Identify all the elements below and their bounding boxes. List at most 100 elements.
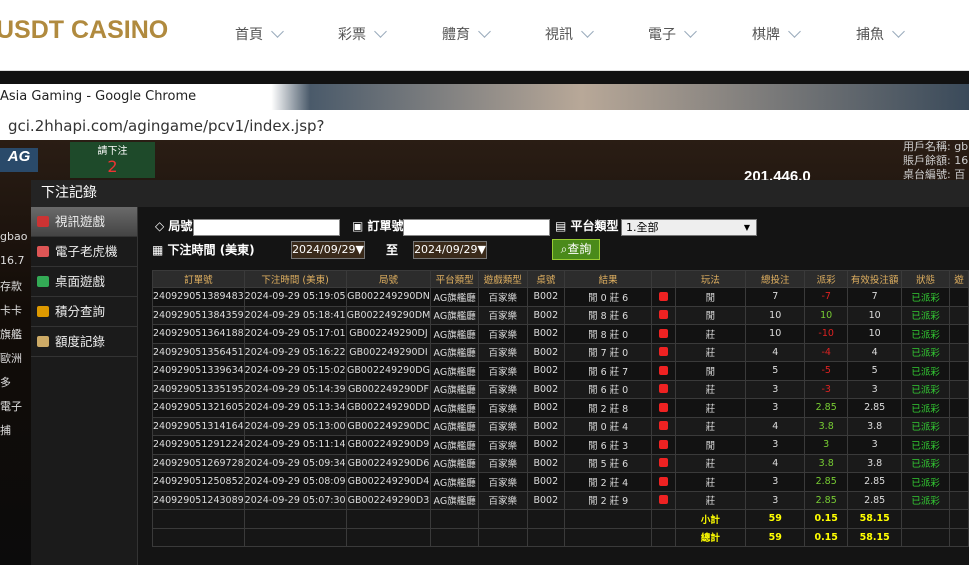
date-to[interactable]: 2024/09/29▼: [413, 241, 487, 259]
replay-cell: [651, 342, 676, 362]
chevron: [581, 25, 594, 38]
replay-icon[interactable]: [658, 439, 668, 449]
cell: [948, 398, 969, 418]
replay-icon[interactable]: [658, 476, 668, 486]
date-from[interactable]: 2024/09/29▼: [291, 241, 365, 259]
header-cell: [651, 270, 676, 288]
cell: [651, 527, 676, 547]
replay-cell: [651, 490, 676, 510]
cell: 已派彩: [901, 490, 950, 510]
cell: [948, 324, 969, 344]
cell: 240929051291224: [152, 435, 245, 455]
cell: 10: [847, 324, 903, 344]
query-button[interactable]: ⌕查詢: [552, 239, 600, 260]
summary-value: 59: [745, 527, 806, 547]
sidebar-item[interactable]: 電子老虎機: [31, 237, 137, 267]
cell: 3: [847, 435, 903, 455]
cell: 百家樂: [477, 379, 528, 399]
cell: 2.85: [847, 472, 903, 492]
cell: 閒 5 莊 6: [564, 453, 653, 473]
nav-item[interactable]: 捕魚: [856, 24, 905, 44]
cell: B002: [526, 453, 566, 473]
summary-label: 小計: [674, 509, 747, 529]
nav-item[interactable]: 體育: [442, 24, 491, 44]
cell: 莊: [674, 472, 747, 492]
cell: 240929051389483: [152, 287, 245, 307]
nav-item[interactable]: 視訊: [545, 24, 594, 44]
cell: -10: [804, 324, 849, 344]
cell: B002: [526, 361, 566, 381]
replay-icon[interactable]: [658, 365, 668, 375]
cell: AG旗艦廳: [430, 361, 479, 381]
side-label: 捕: [0, 424, 11, 437]
cell: 已派彩: [901, 435, 950, 455]
cell: 2024-09-29 05:16:22: [243, 342, 347, 362]
sidebar-item[interactable]: 桌面遊戲: [31, 267, 137, 297]
cell: 2024-09-29 05:13:34: [243, 398, 347, 418]
cell: [152, 527, 245, 547]
replay-icon[interactable]: [658, 384, 668, 394]
round-label: ◇ 局號: [155, 219, 193, 233]
cell: 莊: [674, 398, 747, 418]
replay-icon[interactable]: [658, 495, 668, 505]
cell: [477, 509, 528, 529]
nav-item[interactable]: 棋牌: [752, 24, 801, 44]
bet-table: 訂單號 下注時間 (美東) 局號 平台類型 遊戲類型 桌號 結果 玩法 總投注 派彩 有效投注額 狀態…: [152, 270, 969, 547]
header-row: 訂單號 下注時間 (美東) 局號 平台類型 遊戲類型 桌號 結果 玩法 總投注 派彩 有效投注額 狀態…: [152, 270, 969, 288]
nav-item[interactable]: 彩票: [338, 24, 387, 44]
cell: B002: [526, 398, 566, 418]
cell: [948, 305, 969, 325]
cell: -3: [804, 379, 849, 399]
order-input[interactable]: [403, 219, 550, 236]
cell: AG旗艦廳: [430, 324, 479, 344]
cell: B002: [526, 305, 566, 325]
nav-item[interactable]: 首頁: [235, 24, 284, 44]
replay-icon[interactable]: [658, 421, 668, 431]
nav-item[interactable]: 電子: [648, 24, 697, 44]
cell: 2024-09-29 05:14:39: [243, 379, 347, 399]
total-row: 總計 59 0.15 58.15: [152, 527, 969, 547]
cell: 百家樂: [477, 416, 528, 436]
cell: AG旗艦廳: [430, 435, 479, 455]
sidebar-item[interactable]: 額度記錄: [31, 327, 137, 357]
url[interactable]: gci.2hhapi.com/agingame/pcv1/index.jsp?: [8, 117, 325, 135]
summary-value: 58.15: [847, 509, 903, 529]
platform-select[interactable]: 1.全部 ▼: [621, 219, 757, 236]
summary-value: 59: [745, 509, 806, 529]
round-input[interactable]: [193, 219, 340, 236]
cell: 閒 6 莊 7: [564, 361, 653, 381]
cell: 閒 2 莊 4: [564, 472, 653, 492]
cell: GB002249290DM: [345, 305, 432, 325]
cell: 閒: [674, 287, 747, 307]
summary-value: 0.15: [804, 527, 849, 547]
replay-icon[interactable]: [658, 458, 668, 468]
cell: [901, 527, 950, 547]
bet-row: 240929051364188 2024-09-29 05:17:01 GB0022…: [152, 324, 969, 344]
logo[interactable]: USDT CASINO: [0, 16, 169, 44]
bet-row: 240929051335195 2024-09-29 05:14:39 GB0022…: [152, 379, 969, 399]
replay-icon[interactable]: [658, 328, 668, 338]
replay-icon[interactable]: [658, 291, 668, 301]
user-info-line: 用戶名稱: gb: [903, 140, 969, 153]
nav-label: 棋牌: [752, 27, 780, 43]
cell: 百家樂: [477, 287, 528, 307]
cell: 已派彩: [901, 305, 950, 325]
cell: 百家樂: [477, 472, 528, 492]
header-cell: 遊: [948, 270, 969, 288]
cell: 3: [745, 435, 806, 455]
cell: 2.85: [804, 472, 849, 492]
cell: B002: [526, 324, 566, 344]
cell: AG旗艦廳: [430, 305, 479, 325]
sidebar-item[interactable]: 視訊遊戲: [31, 207, 137, 237]
nav-label: 首頁: [235, 27, 263, 43]
user-info-line: 桌台編號: 百: [903, 168, 966, 181]
replay-icon[interactable]: [658, 310, 668, 320]
sidebar-item[interactable]: 積分查詢: [31, 297, 137, 327]
replay-icon[interactable]: [658, 347, 668, 357]
replay-icon[interactable]: [658, 402, 668, 412]
cell: GB002249290D4: [345, 472, 432, 492]
cell: 閒: [674, 361, 747, 381]
replay-cell: [651, 324, 676, 344]
chevron: [684, 25, 697, 38]
label: 積分查詢: [55, 304, 106, 319]
